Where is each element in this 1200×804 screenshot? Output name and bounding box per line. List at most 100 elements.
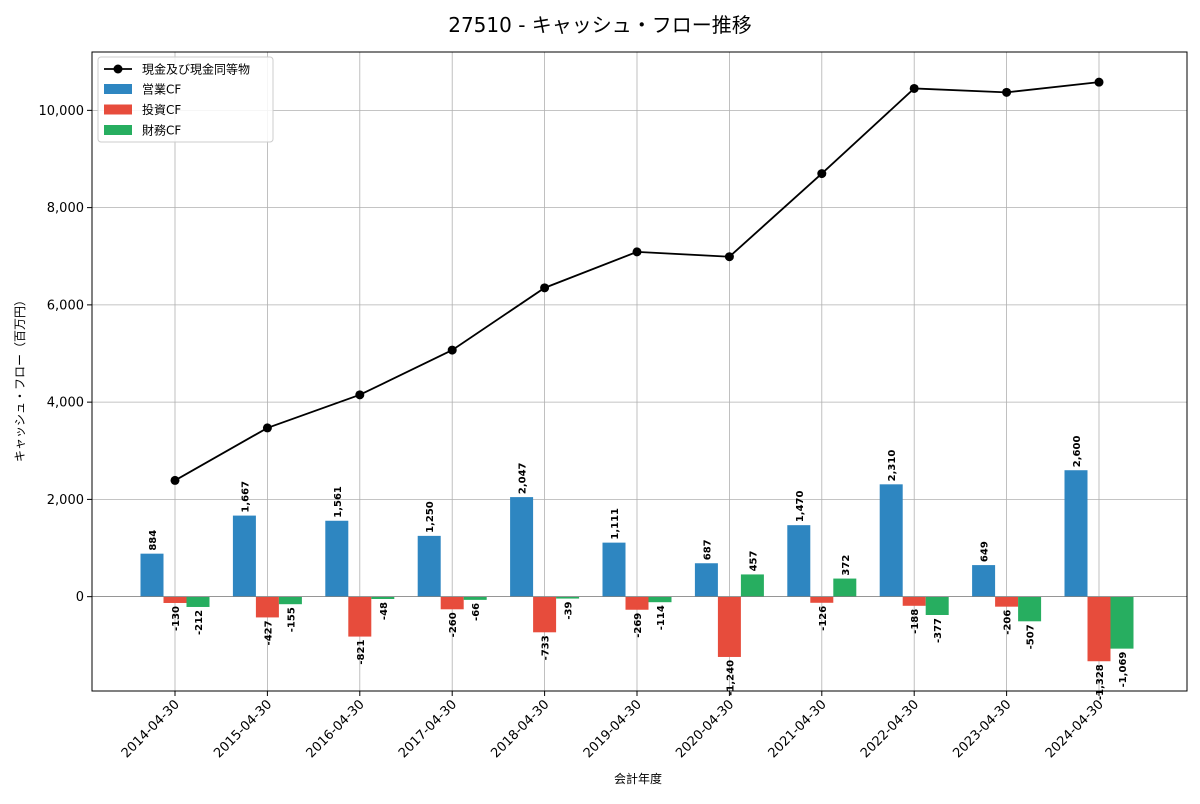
bar-value-label: 2,047 (518, 462, 529, 494)
bar-value-label: -260 (448, 612, 459, 637)
bar-財務CF (278, 596, 302, 605)
bar-value-label: 649 (980, 541, 991, 562)
y-tick-label: 4,000 (47, 396, 84, 411)
cash-line-point (540, 283, 550, 293)
x-tick-label: 2014-04-30 (119, 697, 183, 761)
bar-財務CF (371, 596, 395, 599)
bar-投資CF (348, 596, 372, 637)
bar-value-label: -507 (1026, 624, 1037, 649)
bar-投資CF (255, 596, 279, 618)
plot-frame (91, 51, 1188, 692)
bar-投資CF (533, 596, 557, 633)
y-tick-label: 8,000 (47, 201, 84, 216)
cash-line-point (447, 345, 457, 355)
bar-value-label: -1,069 (1118, 652, 1129, 688)
x-tick-label: 2021-04-30 (766, 697, 830, 761)
bar-投資CF (440, 596, 464, 610)
bar-投資CF (810, 596, 834, 603)
bar-財務CF (186, 596, 210, 607)
cash-line-point (1094, 77, 1104, 87)
bar-value-label: -48 (379, 602, 390, 620)
bar-value-label: -114 (656, 605, 667, 630)
bar-value-label: -733 (541, 635, 552, 660)
bar-value-label: 457 (748, 551, 759, 572)
x-tick-label: 2018-04-30 (488, 697, 552, 761)
y-tick-label: 0 (76, 590, 84, 605)
bar-value-labels: 884 1,667 1,561 1,250 2,047 1,111 687 1,470 2,31… (148, 436, 1129, 700)
bar-value-label: 2,310 (887, 450, 898, 482)
bar-value-label: 1,561 (333, 486, 344, 518)
legend-label: 財務CF (142, 123, 181, 138)
cash-line-series (170, 77, 1104, 485)
bar-value-label: 372 (841, 555, 852, 576)
bar-投資CF (1087, 596, 1111, 662)
chart-title: 27510 - キャッシュ・フロー推移 (448, 13, 752, 37)
x-tick-label: 2017-04-30 (396, 697, 460, 761)
bar-財務CF (556, 596, 580, 599)
bars (140, 470, 1134, 662)
bar-value-label: 1,470 (795, 490, 806, 522)
bar-営業CF (325, 520, 349, 597)
cash-line-point (355, 390, 365, 400)
legend-box (97, 56, 274, 143)
bar-value-label: -155 (286, 607, 297, 632)
bar-財務CF (463, 596, 487, 600)
bar-value-label: 1,667 (240, 481, 251, 513)
bar-営業CF (417, 535, 441, 597)
bar-投資CF (163, 596, 187, 603)
legend-label: 営業CF (142, 83, 181, 97)
legend-swatch (104, 125, 132, 135)
bar-value-label: -126 (818, 606, 829, 631)
y-tick-label: 6,000 (47, 298, 84, 313)
bar-営業CF (510, 497, 534, 597)
bar-投資CF (625, 596, 649, 610)
x-tick-label: 2020-04-30 (673, 697, 737, 761)
bar-営業CF (602, 542, 626, 597)
y-tick-label: 10,000 (39, 104, 85, 119)
cash-line-point (909, 83, 919, 93)
bar-value-label: -269 (633, 613, 644, 638)
cash-line-point (724, 252, 734, 262)
legend-line-marker (113, 64, 123, 74)
bar-営業CF (694, 563, 718, 597)
bar-value-label: -188 (910, 609, 921, 634)
x-axis-label: 会計年度 (614, 771, 662, 786)
x-tick-label: 2022-04-30 (858, 697, 922, 761)
bar-value-label: -130 (171, 606, 182, 631)
cash-line-point (262, 423, 272, 433)
x-tick-label: 2019-04-30 (581, 697, 645, 761)
bar-財務CF (1110, 596, 1134, 649)
legend-swatch (104, 104, 132, 115)
bar-value-label: -377 (933, 618, 944, 643)
bar-投資CF (902, 596, 926, 606)
x-tick-label: 2015-04-30 (211, 697, 275, 761)
bar-投資CF (995, 596, 1019, 607)
bar-財務CF (648, 596, 672, 603)
legend-label: 投資CF (142, 102, 181, 117)
bar-営業CF (140, 553, 164, 597)
bar-営業CF (787, 525, 811, 597)
bar-投資CF (717, 596, 741, 657)
bar-営業CF (232, 515, 256, 597)
bar-value-label: -1,328 (1095, 664, 1106, 700)
x-tick-label: 2023-04-30 (950, 697, 1014, 761)
bar-営業CF (879, 484, 903, 597)
y-axis-label: キャッシュ・フロー（百万円） (13, 294, 27, 462)
bar-value-label: 687 (702, 539, 713, 560)
bar-value-label: -206 (1003, 610, 1014, 635)
bar-財務CF (740, 574, 764, 597)
x-tick-label: 2024-04-30 (1043, 697, 1107, 761)
cash-line-point (170, 475, 180, 485)
bar-営業CF (1064, 470, 1088, 597)
bar-value-label: 884 (148, 530, 159, 551)
bar-value-label: -427 (263, 620, 274, 645)
bar-value-label: 1,111 (610, 508, 621, 540)
cash-line-point (632, 247, 642, 257)
bar-value-label: 1,250 (425, 501, 436, 533)
x-tick-label: 2016-04-30 (304, 697, 368, 761)
bar-財務CF (1018, 596, 1042, 622)
bar-財務CF (833, 578, 857, 597)
